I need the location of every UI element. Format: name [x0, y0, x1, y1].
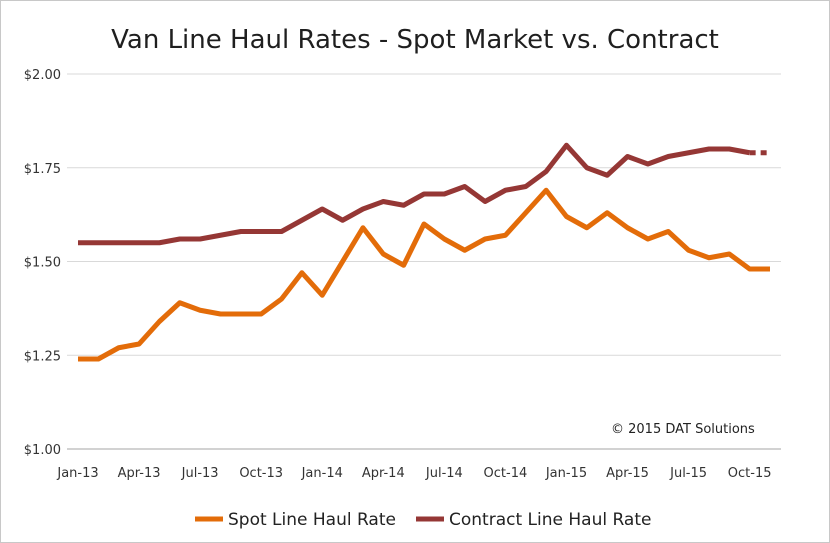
y-axis-ticks: $1.00 $1.25 $1.50 $1.75 $2.00	[24, 68, 61, 458]
x-tick-label: Jan-14	[301, 466, 343, 481]
x-tick-label: Oct-14	[484, 466, 528, 481]
x-tick-label: Oct-15	[728, 466, 772, 481]
legend-label-contract: Contract Line Haul Rate	[449, 510, 651, 530]
legend-label-spot: Spot Line Haul Rate	[228, 510, 396, 530]
x-tick-label: Apr-13	[118, 466, 161, 481]
series-line-spot	[78, 187, 770, 362]
x-tick-label: Apr-14	[362, 466, 405, 481]
y-tick-label: $1.75	[24, 162, 61, 177]
x-tick-label: Jan-15	[545, 466, 587, 481]
x-tick-label: Apr-15	[606, 466, 649, 481]
legend: Spot Line Haul Rate Contract Line Haul R…	[195, 510, 651, 530]
y-tick-label: $1.25	[24, 349, 61, 364]
x-tick-label: Jul-13	[181, 466, 219, 481]
copyright-annotation: © 2015 DAT Solutions	[611, 422, 755, 437]
gridlines	[67, 73, 781, 450]
x-tick-label: Jan-13	[56, 466, 98, 481]
y-tick-label: $2.00	[24, 68, 61, 83]
x-tick-label: Oct-13	[239, 466, 283, 481]
x-axis-ticks: Jan-13 Apr-13 Jul-13 Oct-13 Jan-14 Apr-14 Jul-…	[56, 466, 771, 481]
x-tick-label: Jul-14	[425, 466, 463, 481]
y-tick-label: $1.00	[24, 443, 61, 458]
y-tick-label: $1.50	[24, 256, 61, 271]
series-line-contract	[78, 142, 751, 246]
chart-title: Van Line Haul Rates - Spot Market vs. Co…	[111, 25, 719, 55]
series-lines	[78, 142, 770, 362]
x-tick-label: Jul-15	[669, 466, 707, 481]
